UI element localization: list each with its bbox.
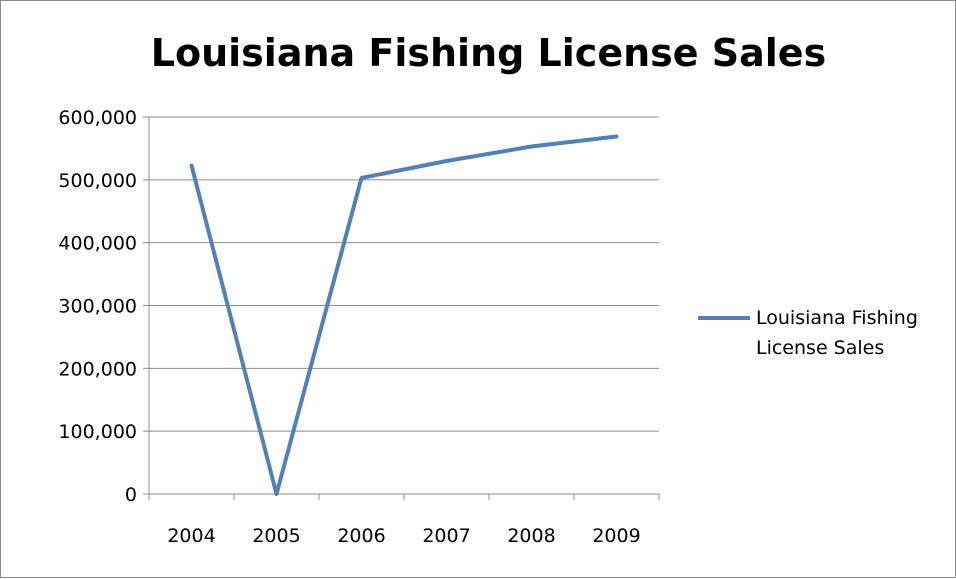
x-tick-label: 2009 bbox=[592, 525, 640, 547]
chart-title: Louisiana Fishing License Sales bbox=[150, 31, 827, 75]
x-tick-label: 2006 bbox=[337, 525, 385, 547]
y-tick-labels: 0 100,000 200,000 300,000 400,000 500,000 600,… bbox=[58, 107, 137, 506]
y-tick-label: 100,000 bbox=[58, 421, 137, 443]
y-tick-label: 0 bbox=[125, 484, 137, 506]
gridlines bbox=[149, 116, 659, 432]
y-tick-label: 200,000 bbox=[58, 358, 137, 380]
x-tick-label: 2004 bbox=[167, 525, 215, 547]
series-lines bbox=[189, 134, 619, 496]
x-tick-label: 2005 bbox=[252, 525, 300, 547]
x-tick-label: 2008 bbox=[507, 525, 555, 547]
y-tick-label: 300,000 bbox=[58, 296, 137, 318]
x-tick-label: 2007 bbox=[422, 525, 470, 547]
legend: Louisiana Fishing License Sales bbox=[698, 303, 953, 363]
series-line bbox=[189, 134, 619, 496]
legend-label: Louisiana Fishing License Sales bbox=[756, 307, 918, 359]
axes bbox=[143, 116, 660, 500]
y-tick-label: 400,000 bbox=[58, 233, 137, 255]
y-tick-label: 500,000 bbox=[58, 170, 137, 192]
legend-swatch bbox=[698, 316, 750, 320]
x-tick-labels: 2004 2005 2006 2007 2008 2009 bbox=[167, 525, 640, 547]
y-tick-label: 600,000 bbox=[58, 107, 137, 129]
